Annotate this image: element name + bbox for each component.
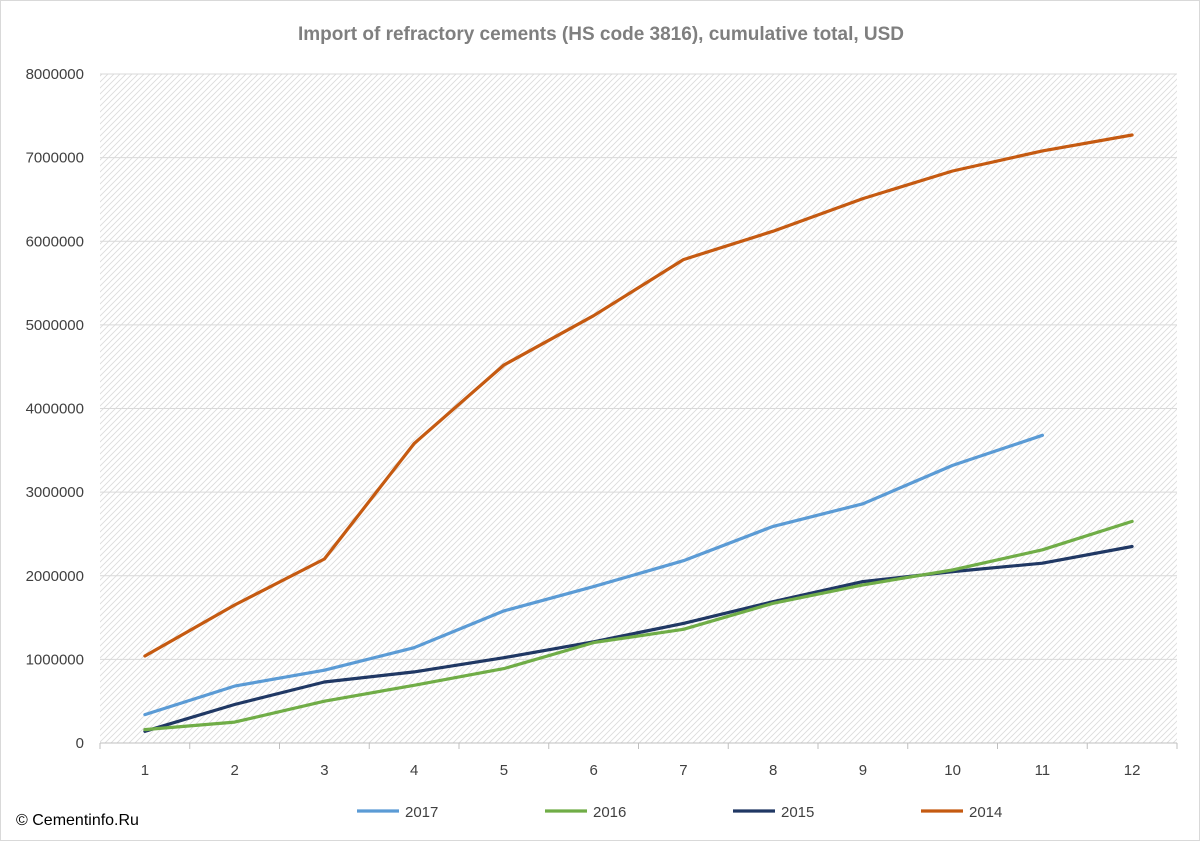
- series-line-2017: [143, 433, 1045, 717]
- x-tick-label: 9: [859, 762, 867, 779]
- x-axis: 1 2 3 4 5 6 7 8 9 10 11 12: [99, 742, 1178, 779]
- y-tick-label: 4000000: [26, 401, 84, 418]
- y-tick-label: 8000000: [26, 66, 84, 83]
- series-line-2016: [143, 519, 1134, 732]
- y-tick-label: 3000000: [26, 484, 84, 501]
- series-line-2015: [143, 544, 1134, 733]
- gridlines: [100, 73, 1177, 660]
- x-tick-label: 4: [410, 762, 418, 779]
- y-tick-label: 1000000: [26, 651, 84, 668]
- x-tick-label: 7: [679, 762, 687, 779]
- x-tick-label: 1: [141, 762, 149, 779]
- y-tick-label: 5000000: [26, 317, 84, 334]
- series-lines: [143, 133, 1134, 733]
- x-tick-label: 10: [944, 762, 961, 779]
- legend-label-2016: 2016: [593, 804, 626, 821]
- x-tick-label: 6: [589, 762, 597, 779]
- x-tick-label: 8: [769, 762, 777, 779]
- series-line-2014: [143, 133, 1134, 658]
- legend: 2017 2016 2015 2014: [357, 804, 1002, 821]
- legend-label-2014: 2014: [969, 804, 1002, 821]
- x-tick-label: 5: [500, 762, 508, 779]
- y-tick-label: 7000000: [26, 150, 84, 167]
- y-tick-label: 6000000: [26, 233, 84, 250]
- x-tick-label: 11: [1035, 762, 1051, 779]
- x-tick-label: 12: [1124, 762, 1141, 779]
- x-tick-label: 2: [230, 762, 238, 779]
- x-tick-label: 3: [320, 762, 328, 779]
- credit-text: © Cementinfo.Ru: [16, 812, 139, 829]
- legend-label-2017: 2017: [405, 804, 438, 821]
- chart-title: Import of refractory cements (HS code 38…: [298, 24, 904, 45]
- y-tick-label: 0: [76, 735, 84, 752]
- y-axis: 0 1000000 2000000 3000000 4000000 5000000 6000…: [26, 66, 84, 752]
- legend-label-2015: 2015: [781, 804, 814, 821]
- y-tick-label: 2000000: [26, 568, 84, 585]
